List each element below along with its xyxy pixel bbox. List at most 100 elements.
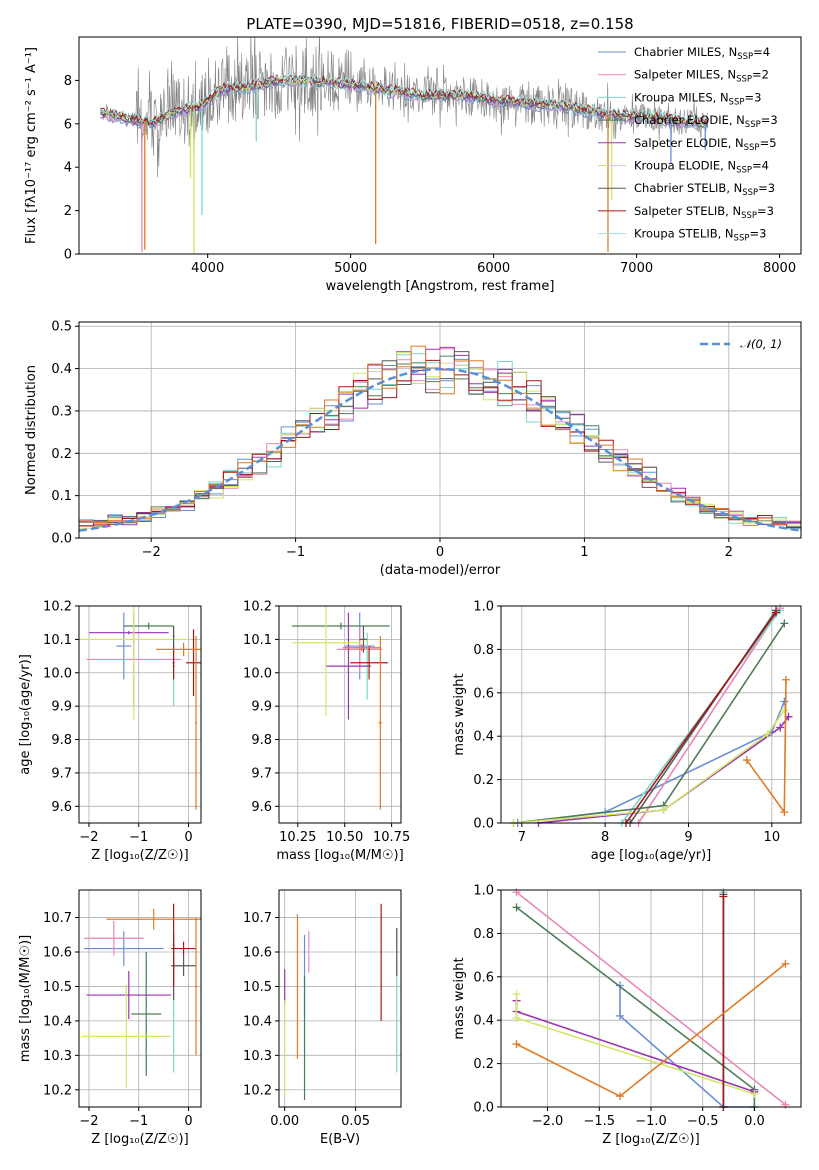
errorbar-point — [156, 642, 201, 657]
y-tick-label: 10.1 — [243, 633, 272, 648]
y-tick-label: 0.2 — [473, 773, 494, 788]
x-tick-label: −2.0 — [532, 1114, 564, 1129]
y-tick-label: 10.7 — [243, 911, 272, 926]
x-axis-label: mass [log₁₀(M/M☉)] — [276, 848, 403, 863]
errorbar-point — [172, 646, 175, 680]
y-tick-label: 0 — [64, 248, 72, 263]
y-axis-label: mass weight — [452, 673, 467, 755]
panel-age_vs_Z: −2 −1 0 9.6 9.7 9.8 9.9 10.0 10.1 10.2 Z [log₁₀(Z/… — [18, 600, 202, 863]
gridlines — [79, 605, 201, 823]
y-tick-label: 10.0 — [243, 666, 272, 681]
y-tick-label: 9.9 — [51, 700, 72, 715]
y-tick-label: 10.2 — [243, 600, 272, 615]
plot-area — [292, 606, 390, 810]
x-tick-label: 0 — [184, 830, 192, 845]
weight-marker — [776, 723, 785, 732]
y-tick-label: 10.3 — [43, 1049, 72, 1064]
x-axis-label: E(B-V) — [320, 1132, 360, 1147]
y-tick-label: 10.2 — [43, 1083, 72, 1098]
y-tick-label: 9.8 — [51, 733, 72, 748]
weight-line — [513, 622, 785, 824]
y-tick-label: 9.6 — [251, 800, 272, 815]
y-tick-label: 9.9 — [251, 700, 272, 715]
observed-spectrum — [100, 37, 708, 178]
weight-marker — [615, 1092, 624, 1101]
plot-area — [79, 606, 201, 810]
y-tick-label: 0.0 — [473, 817, 494, 832]
errorbar-point — [292, 622, 390, 630]
weight-line — [516, 906, 756, 1107]
errorbar-point — [79, 606, 189, 720]
x-axis-label: Z [log₁₀(Z/Z☉)] — [91, 848, 188, 863]
legend-suffix: =2 — [752, 68, 769, 82]
legend-entry: Salpeter STELIB, NSSP=3 — [634, 204, 774, 221]
y-tick-label: 0.0 — [51, 532, 72, 547]
weight-line — [619, 985, 755, 1108]
errorbar-point — [172, 626, 175, 647]
x-axis-label: Z [log₁₀(Z/Z☉)] — [91, 1132, 188, 1147]
x-tick-label: 5000 — [334, 261, 367, 276]
errorbar-point — [350, 646, 388, 680]
y-tick-label: 10.7 — [43, 911, 72, 926]
legend-sub: SSP — [744, 143, 760, 153]
legend-prefix: Kroupa MILES, N — [634, 90, 729, 104]
axes-frame — [278, 889, 402, 1108]
weight-marker — [512, 1040, 521, 1049]
plot-area — [284, 903, 398, 1101]
legend-sub: SSP — [734, 234, 750, 244]
plot-area — [100, 37, 709, 254]
weight-marker — [742, 756, 751, 765]
y-tick-label: 10.0 — [43, 666, 72, 681]
legend-prefix: Salpeter MILES, N — [634, 68, 736, 82]
gridlines — [79, 890, 201, 1107]
legend-suffix: =3 — [744, 90, 761, 104]
legend-sub: SSP — [745, 120, 761, 130]
weight-marker — [780, 808, 789, 817]
errorbar-point — [123, 622, 174, 630]
legend-entry: Kroupa MILES, NSSP=3 — [634, 90, 761, 107]
legend-entry: Salpeter ELODIE, NSSP=5 — [634, 136, 777, 153]
x-tick-label: −2 — [142, 545, 161, 560]
weight-line — [516, 891, 786, 1106]
x-tick-label: −1 — [286, 545, 305, 560]
legend-entry: Kroupa ELODIE, NSSP=4 — [634, 159, 769, 176]
errorbar-point — [172, 903, 175, 987]
y-axis-label: mass [log₁₀(M/M☉)] — [18, 935, 33, 1062]
legend-suffix: =4 — [752, 159, 769, 173]
legend-prefix: Kroupa STELIB, N — [634, 227, 734, 241]
y-tick-label: 9.6 — [51, 800, 72, 815]
y-tick-label: 0.4 — [473, 730, 494, 745]
errorbar-point — [83, 921, 144, 956]
weight-marker — [763, 730, 772, 739]
weight-marker — [772, 608, 780, 617]
panel-residuals: 𝒩(0, 1) −2 −1 0 1 2 0.0 0.1 0.2 0.3 0.4 0.5 (data-mo… — [24, 320, 802, 578]
axes-frame — [78, 889, 202, 1108]
weight-marker — [512, 1014, 521, 1023]
x-tick-label: −1 — [129, 1114, 148, 1129]
x-tick-label: 0.05 — [341, 1114, 370, 1129]
y-axis-label: mass weight — [452, 957, 467, 1039]
x-tick-label: 4000 — [191, 261, 224, 276]
errorbar-point — [359, 626, 368, 653]
y-tick-label: 9.7 — [251, 766, 272, 781]
weight-line — [625, 612, 777, 824]
weight-marker — [659, 805, 668, 814]
errorbar-point — [186, 629, 201, 697]
errorbar-point — [378, 636, 383, 810]
x-tick-label: 7000 — [620, 261, 653, 276]
errorbar-point — [195, 636, 198, 810]
errorbar-point — [292, 606, 360, 717]
y-tick-label: 1.0 — [473, 884, 494, 899]
x-tick-label: 9 — [684, 830, 692, 845]
errorbar-point — [171, 941, 197, 956]
legend-sub: SSP — [736, 75, 752, 85]
x-tick-label: −1 — [129, 830, 148, 845]
panel-age_vs_mass: 10.25 10.50 10.75 9.6 9.7 9.8 9.9 10.0 10.1 10.2 m… — [243, 600, 410, 864]
y-tick-label: 0.1 — [51, 489, 72, 504]
legend-entry: 𝒩(0, 1) — [740, 337, 782, 351]
y-tick-label: 10.6 — [243, 946, 272, 961]
x-tick-label: 0 — [436, 545, 444, 560]
weight-line — [637, 607, 781, 824]
panel-mass_vs_ebv: 0.00 0.05 10.2 10.3 10.4 10.5 10.6 10.7 E(B-V) — [243, 889, 402, 1147]
